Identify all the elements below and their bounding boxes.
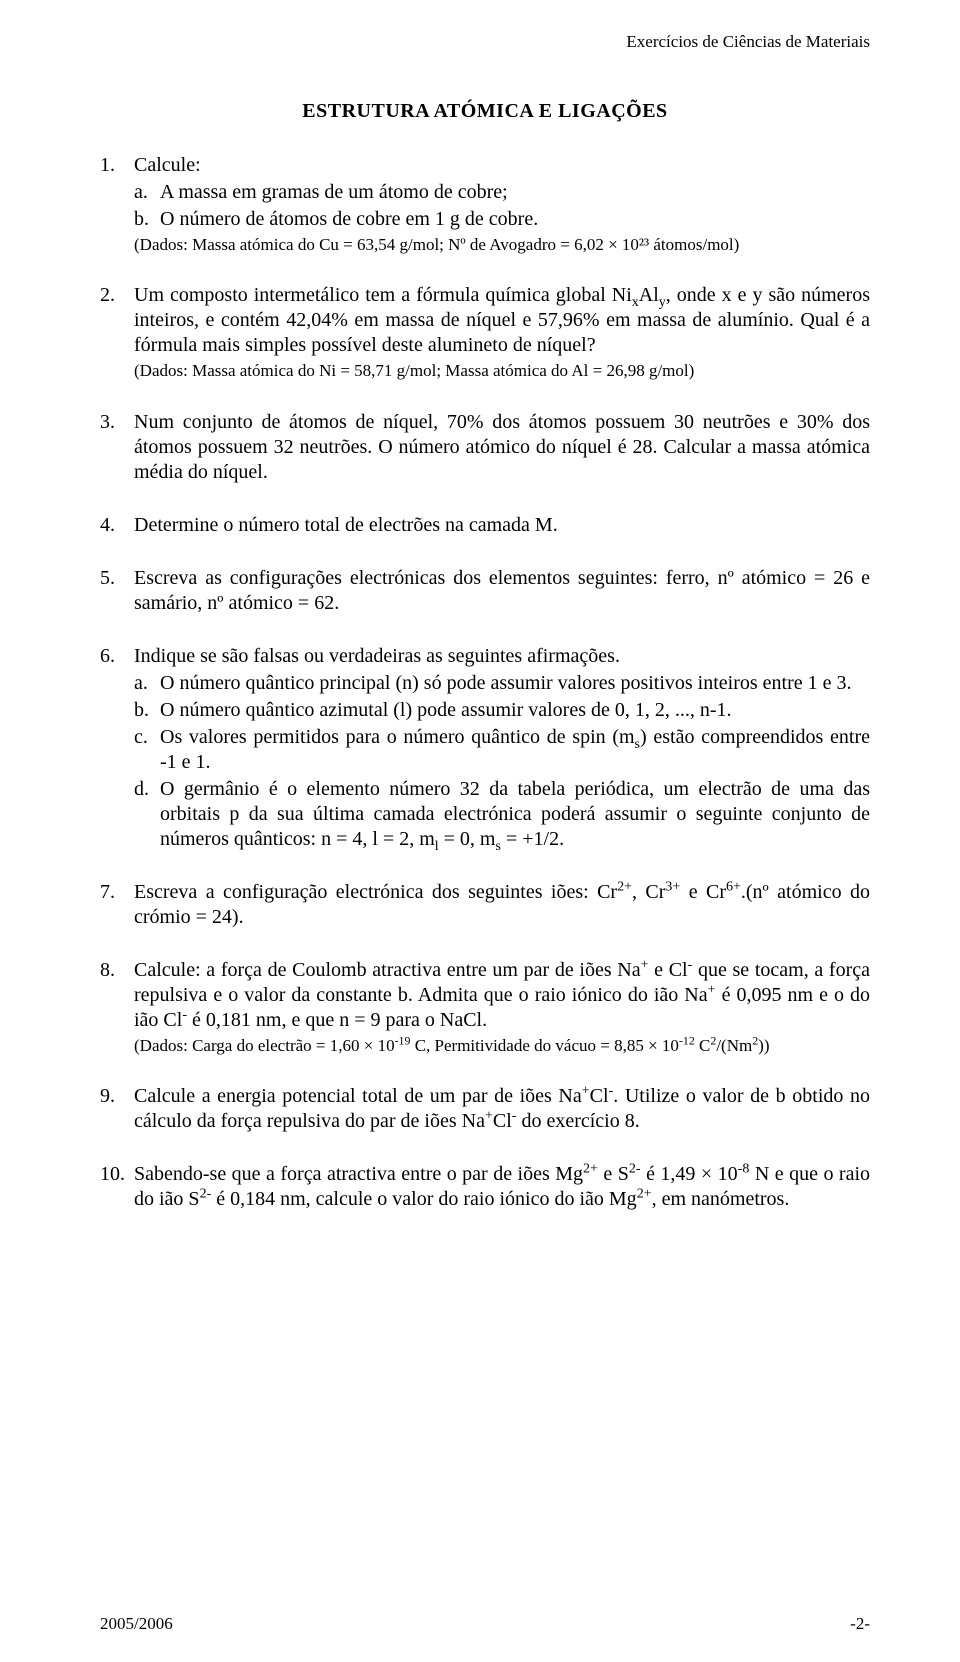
question-number: 8. (100, 958, 134, 1056)
sub-text: O número quântico principal (n) só pode … (160, 671, 870, 696)
given-data: (Dados: Carga do electrão = 1,60 × 10-19… (134, 1035, 870, 1056)
document-page: Exercícios de Ciências de Materiais ESTR… (0, 0, 960, 1662)
question-5: 5. Escreva as configurações electrónicas… (100, 566, 870, 616)
sub-item-a: a. A massa em gramas de um átomo de cobr… (134, 180, 870, 205)
sub-number: b. (134, 207, 160, 232)
question-6: 6. Indique se são falsas ou verdadeiras … (100, 644, 870, 852)
question-number: 5. (100, 566, 134, 616)
sub-text: O número de átomos de cobre em 1 g de co… (160, 207, 870, 232)
sub-list: a. A massa em gramas de um átomo de cobr… (134, 180, 870, 232)
sub-item-b: b. O número quântico azimutal (l) pode a… (134, 698, 870, 723)
sub-text: A massa em gramas de um átomo de cobre; (160, 180, 870, 205)
question-9: 9. Calcule a energia potencial total de … (100, 1084, 870, 1134)
question-body: Calcule: a. A massa em gramas de um átom… (134, 153, 870, 255)
question-8: 8. Calcule: a força de Coulomb atractiva… (100, 958, 870, 1056)
question-1: 1. Calcule: a. A massa em gramas de um á… (100, 153, 870, 255)
sub-text: Os valores permitidos para o número quân… (160, 725, 870, 775)
footer-year: 2005/2006 (100, 1614, 173, 1634)
sub-number: a. (134, 671, 160, 696)
question-7: 7. Escreva a configuração electrónica do… (100, 880, 870, 930)
sub-number: d. (134, 777, 160, 852)
question-text: Num conjunto de átomos de níquel, 70% do… (134, 410, 870, 485)
question-text: Escreva as configurações electrónicas do… (134, 566, 870, 616)
question-lead: Calcule: (134, 153, 870, 178)
question-text: Sabendo-se que a força atractiva entre o… (134, 1162, 870, 1212)
question-number: 9. (100, 1084, 134, 1134)
question-number: 7. (100, 880, 134, 930)
question-10: 10. Sabendo-se que a força atractiva ent… (100, 1162, 870, 1212)
sub-number: c. (134, 725, 160, 775)
question-number: 2. (100, 283, 134, 381)
sub-item-a: a. O número quântico principal (n) só po… (134, 671, 870, 696)
sub-item-c: c. Os valores permitidos para o número q… (134, 725, 870, 775)
sub-list: a. O número quântico principal (n) só po… (134, 671, 870, 852)
sub-text: O germânio é o elemento número 32 da tab… (160, 777, 870, 852)
question-text: Um composto intermetálico tem a fórmula … (134, 284, 870, 356)
question-2: 2. Um composto intermetálico tem a fórmu… (100, 283, 870, 381)
sub-item-d: d. O germânio é o elemento número 32 da … (134, 777, 870, 852)
page-footer: 2005/2006 -2- (100, 1614, 870, 1634)
question-number: 3. (100, 410, 134, 485)
question-4: 4. Determine o número total de electrões… (100, 513, 870, 538)
question-text: Determine o número total de electrões na… (134, 513, 870, 538)
question-lead: Indique se são falsas ou verdadeiras as … (134, 644, 870, 669)
question-body: Calcule: a força de Coulomb atractiva en… (134, 958, 870, 1056)
given-data: (Dados: Massa atómica do Ni = 58,71 g/mo… (134, 360, 870, 381)
sub-number: b. (134, 698, 160, 723)
header-course-label: Exercícios de Ciências de Materiais (100, 32, 870, 52)
question-body: Um composto intermetálico tem a fórmula … (134, 283, 870, 381)
question-list: 1. Calcule: a. A massa em gramas de um á… (100, 153, 870, 1212)
question-number: 1. (100, 153, 134, 255)
sub-item-b: b. O número de átomos de cobre em 1 g de… (134, 207, 870, 232)
sub-text: O número quântico azimutal (l) pode assu… (160, 698, 870, 723)
question-text: Escreva a configuração electrónica dos s… (134, 880, 870, 930)
question-text: Calcule: a força de Coulomb atractiva en… (134, 959, 870, 1031)
question-body: Indique se são falsas ou verdadeiras as … (134, 644, 870, 852)
sub-number: a. (134, 180, 160, 205)
question-text: Calcule a energia potencial total de um … (134, 1084, 870, 1134)
question-number: 10. (100, 1162, 134, 1212)
question-3: 3. Num conjunto de átomos de níquel, 70%… (100, 410, 870, 485)
page-title: ESTRUTURA ATÓMICA E LIGAÇÕES (100, 100, 870, 123)
question-number: 4. (100, 513, 134, 538)
footer-page-number: -2- (850, 1614, 870, 1634)
question-number: 6. (100, 644, 134, 852)
given-data: (Dados: Massa atómica do Cu = 63,54 g/mo… (134, 234, 870, 255)
